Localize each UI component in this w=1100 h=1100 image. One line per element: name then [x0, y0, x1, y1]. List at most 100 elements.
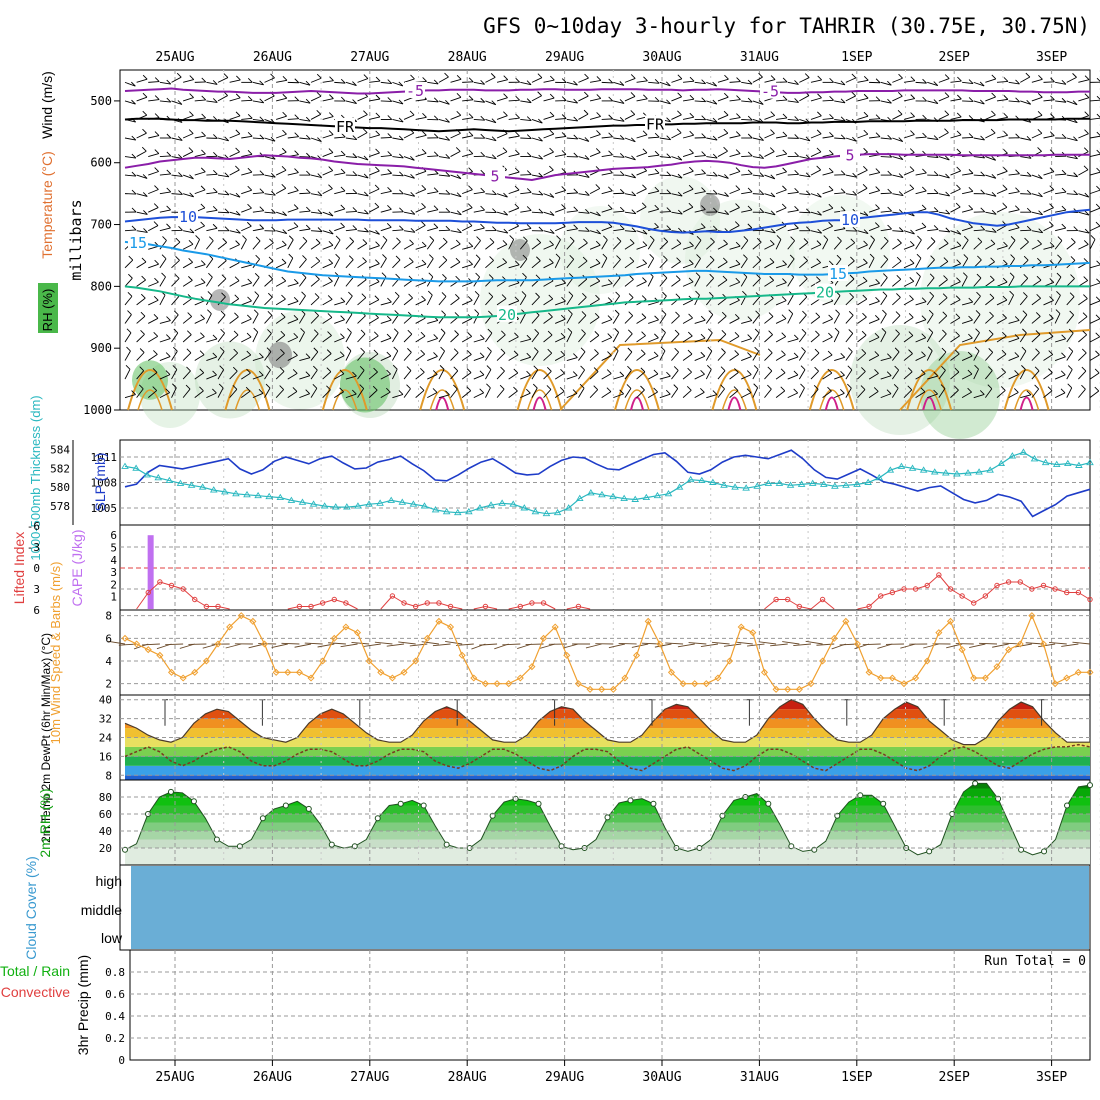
wind-barb	[1043, 245, 1055, 250]
isotherm-25	[899, 329, 1091, 411]
wind-barb	[352, 153, 358, 158]
wind-barb	[840, 206, 846, 211]
wind-barb	[1014, 388, 1019, 393]
rh-band	[125, 831, 1090, 840]
wind-barb	[1054, 240, 1063, 250]
wind-barb	[515, 95, 520, 101]
wind-barb	[941, 365, 946, 371]
wind-barb	[1066, 242, 1076, 250]
wind-barb	[868, 282, 880, 287]
wind-barb	[433, 133, 439, 139]
wind-barb	[403, 261, 414, 269]
wind-barb	[334, 190, 346, 195]
wind-barb	[1008, 294, 1015, 306]
wind-barb	[875, 204, 880, 209]
wind-barb	[264, 314, 273, 324]
wind-barb	[1031, 193, 1043, 198]
wind-barb	[921, 351, 926, 357]
wind-barb	[359, 384, 364, 389]
wind-barb	[131, 225, 137, 231]
wind-barb	[578, 113, 589, 120]
wind-barb	[450, 78, 462, 83]
wind-barb	[694, 240, 702, 250]
wind-barb	[206, 191, 218, 195]
wind-barb	[182, 97, 194, 102]
wind-barb	[701, 79, 706, 85]
wind-barb	[131, 135, 137, 141]
wind-barb	[1043, 372, 1053, 380]
wind-barb	[938, 333, 947, 343]
wind-barb	[428, 254, 434, 259]
wind-barb	[1083, 165, 1089, 171]
date-tick-label: 31AUG	[740, 50, 779, 65]
wind-barb	[246, 332, 252, 338]
wind-barb	[624, 78, 636, 83]
surface-wind-barb	[456, 643, 474, 646]
wind-barb	[682, 281, 694, 287]
wind-barb	[252, 374, 264, 380]
wind-barb	[176, 72, 182, 78]
cape-tick-label: 1	[110, 591, 117, 604]
wind-barb	[1049, 260, 1055, 265]
wind-barb	[654, 150, 660, 156]
wind-barb	[1038, 192, 1043, 197]
wind-barb	[717, 315, 727, 324]
wind-barb	[810, 316, 821, 324]
wind-barb	[394, 310, 400, 315]
wind-barb	[438, 76, 449, 83]
wind-barb	[1002, 185, 1008, 190]
wind10m-axis-label: 10m Wind Speed & Barbs (m/s)	[48, 562, 63, 745]
top-date-axis: 25AUG 26AUG 27AUG 28AUG 29AUG 30AUG 31AUG 1SEP 2…	[155, 50, 1067, 65]
wind-barb	[589, 335, 600, 343]
wind-barb	[275, 334, 286, 343]
wind-barb	[880, 332, 887, 343]
wind-barb	[333, 239, 341, 250]
wind-barb	[206, 338, 218, 343]
wind-barb	[281, 294, 286, 300]
wind-speed-marker	[749, 629, 757, 637]
wind-speed-marker	[365, 657, 373, 665]
wind-barb	[549, 211, 555, 216]
wind-barb	[1055, 100, 1067, 103]
wind-barb	[206, 258, 214, 269]
wind-barb	[322, 188, 333, 195]
wind-barb	[345, 393, 357, 399]
wind-barb	[1078, 388, 1086, 398]
wind-barb	[829, 113, 834, 119]
wind-barb	[1031, 132, 1043, 139]
wind-barb	[833, 313, 840, 324]
wind-barb	[433, 334, 439, 339]
date-tick-label: 27AUG	[350, 1070, 389, 1085]
wind-barb	[775, 336, 786, 343]
wind-barb	[345, 241, 354, 250]
wind-barb	[578, 137, 590, 142]
thickness-marker	[487, 501, 495, 508]
wind-barb	[938, 211, 950, 215]
wind-barb	[288, 253, 294, 259]
wind-barb	[442, 255, 448, 261]
wind-barb	[369, 152, 380, 157]
wind-barb	[828, 221, 833, 227]
wind-barb	[892, 193, 904, 196]
wind-barb	[729, 99, 741, 102]
wind-barb	[503, 93, 508, 99]
wind-barb	[944, 92, 950, 97]
surface-wind-barb	[782, 641, 800, 645]
wind-barb	[126, 346, 131, 352]
wind-barb	[217, 369, 225, 380]
wind-barb	[584, 91, 589, 97]
wind-barb	[1050, 113, 1055, 119]
wind-barb	[1043, 81, 1055, 83]
wind-barb	[822, 99, 834, 102]
wind-barb	[961, 355, 973, 361]
wind-barb	[883, 255, 889, 260]
wind-barb	[927, 393, 938, 399]
wind-barb	[531, 333, 540, 343]
wind-barb	[143, 210, 148, 215]
wind-barb	[520, 374, 531, 380]
wind-barb	[800, 383, 805, 389]
wind-barb	[896, 256, 902, 262]
wind-barb	[968, 187, 974, 192]
wind-barb	[333, 257, 341, 269]
wind-barb	[547, 330, 553, 336]
